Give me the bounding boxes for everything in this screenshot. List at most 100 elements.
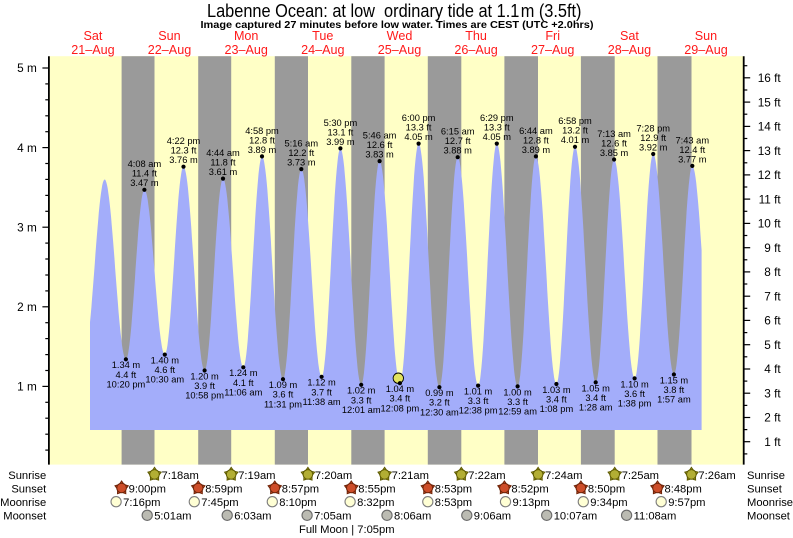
svg-text:12.8 ft: 12.8 ft [523, 135, 549, 145]
svg-text:6:00 pm: 6:00 pm [402, 113, 436, 123]
svg-text:7:05am: 7:05am [314, 511, 351, 523]
svg-text:3.4 ft: 3.4 ft [585, 393, 606, 403]
svg-text:Moonrise: Moonrise [0, 497, 46, 509]
svg-text:1:38 pm: 1:38 pm [618, 399, 652, 409]
svg-text:8:59pm: 8:59pm [205, 483, 242, 495]
svg-text:10:58 pm: 10:58 pm [185, 391, 224, 401]
svg-text:5 m: 5 m [17, 61, 37, 75]
svg-text:12:01 am: 12:01 am [342, 405, 381, 415]
svg-text:7:24am: 7:24am [545, 470, 582, 482]
svg-text:3.89 m: 3.89 m [522, 145, 551, 155]
svg-text:3.6 ft: 3.6 ft [273, 390, 294, 400]
svg-text:4 ft: 4 ft [764, 362, 781, 376]
svg-text:1:08 pm: 1:08 pm [540, 404, 574, 414]
svg-text:7 ft: 7 ft [764, 289, 781, 303]
svg-text:7:19am: 7:19am [238, 470, 275, 482]
svg-text:3.88 m: 3.88 m [443, 146, 472, 156]
svg-text:21–Aug: 21–Aug [71, 43, 114, 57]
svg-text:6:44 am: 6:44 am [519, 126, 553, 136]
svg-text:1:28 am: 1:28 am [579, 403, 613, 413]
svg-text:9:00pm: 9:00pm [129, 483, 166, 495]
svg-text:8:57pm: 8:57pm [282, 483, 319, 495]
svg-text:2 ft: 2 ft [764, 411, 781, 425]
svg-text:1.24 m: 1.24 m [229, 368, 258, 378]
svg-text:3.2 ft: 3.2 ft [429, 398, 450, 408]
svg-text:Mon: Mon [234, 29, 259, 43]
svg-text:10:30 am: 10:30 am [145, 375, 184, 385]
svg-text:6:29 pm: 6:29 pm [480, 113, 514, 123]
svg-text:11 ft: 11 ft [759, 192, 782, 206]
svg-text:3.3 ft: 3.3 ft [468, 396, 489, 406]
svg-text:5:16 am: 5:16 am [285, 139, 319, 149]
svg-text:1.12 m: 1.12 m [307, 378, 336, 388]
svg-text:12:38 pm: 12:38 pm [459, 406, 498, 416]
svg-text:1.03 m: 1.03 m [542, 385, 571, 395]
svg-text:5:46 am: 5:46 am [363, 131, 397, 141]
svg-text:Sunset: Sunset [747, 483, 783, 495]
svg-text:9:57pm: 9:57pm [668, 497, 705, 509]
svg-text:6:15 am: 6:15 am [441, 127, 475, 137]
svg-text:28–Aug: 28–Aug [608, 43, 651, 57]
svg-text:Sun: Sun [695, 29, 717, 43]
svg-text:1.05 m: 1.05 m [581, 383, 610, 393]
svg-text:1.40 m: 1.40 m [151, 356, 180, 366]
svg-text:5:01am: 5:01am [154, 511, 191, 523]
svg-text:7:21am: 7:21am [392, 470, 429, 482]
svg-text:12.7 ft: 12.7 ft [445, 136, 471, 146]
svg-text:12.9 ft: 12.9 ft [640, 133, 666, 143]
svg-text:3.83 m: 3.83 m [365, 150, 394, 160]
svg-text:Moonset: Moonset [3, 511, 47, 523]
svg-text:8:53pm: 8:53pm [435, 483, 472, 495]
svg-text:1.15 m: 1.15 m [660, 375, 689, 385]
svg-text:4.05 m: 4.05 m [404, 132, 433, 142]
svg-text:7:43 am: 7:43 am [676, 135, 710, 145]
svg-text:5:30 pm: 5:30 pm [324, 118, 358, 128]
svg-text:8:10pm: 8:10pm [279, 497, 316, 509]
svg-text:12 ft: 12 ft [758, 168, 782, 182]
svg-text:4:44 am: 4:44 am [206, 148, 240, 158]
svg-text:Image captured 27 minutes befo: Image captured 27 minutes before low wat… [201, 20, 594, 31]
svg-text:8:50pm: 8:50pm [588, 483, 625, 495]
svg-text:24–Aug: 24–Aug [301, 43, 344, 57]
svg-text:12.2 ft: 12.2 ft [288, 148, 314, 158]
svg-text:3.61 m: 3.61 m [209, 167, 238, 177]
svg-text:9:06am: 9:06am [474, 511, 511, 523]
svg-text:0.99 m: 0.99 m [425, 388, 454, 398]
svg-text:12.8 ft: 12.8 ft [249, 135, 275, 145]
svg-text:16 ft: 16 ft [758, 71, 782, 85]
svg-text:2 m: 2 m [17, 300, 37, 314]
svg-text:6:58 pm: 6:58 pm [558, 116, 592, 126]
svg-text:8:53pm: 8:53pm [435, 497, 472, 509]
svg-text:3.99 m: 3.99 m [326, 137, 355, 147]
svg-text:1.20 m: 1.20 m [190, 371, 219, 381]
svg-text:10:20 pm: 10:20 pm [107, 379, 146, 389]
svg-text:3.76 m: 3.76 m [169, 155, 198, 165]
svg-text:12:30 am: 12:30 am [420, 407, 459, 417]
svg-text:1.04 m: 1.04 m [386, 384, 415, 394]
svg-text:4:58 pm: 4:58 pm [245, 126, 279, 136]
svg-text:Fri: Fri [545, 29, 560, 43]
svg-text:3.47 m: 3.47 m [130, 178, 159, 188]
svg-text:1.09 m: 1.09 m [269, 380, 298, 390]
svg-text:Sunset: Sunset [11, 483, 47, 495]
svg-text:8:48pm: 8:48pm [665, 483, 702, 495]
svg-text:Full Moon | 7:05pm: Full Moon | 7:05pm [299, 524, 395, 536]
svg-text:3.8 ft: 3.8 ft [664, 385, 685, 395]
svg-text:Tue: Tue [312, 29, 333, 43]
svg-text:12.6 ft: 12.6 ft [367, 140, 393, 150]
svg-text:4:08 am: 4:08 am [128, 159, 162, 169]
svg-text:1.00 m: 1.00 m [503, 387, 532, 397]
svg-text:13 ft: 13 ft [758, 144, 782, 158]
svg-text:29–Aug: 29–Aug [684, 43, 727, 57]
svg-text:4:22 pm: 4:22 pm [167, 136, 201, 146]
svg-text:4.01 m: 4.01 m [561, 135, 590, 145]
svg-text:3.3 ft: 3.3 ft [507, 397, 528, 407]
svg-text:Wed: Wed [387, 29, 413, 43]
svg-text:Labenne Ocean: at low ordinar: Labenne Ocean: at low ordinary tide at 1… [207, 0, 582, 21]
svg-text:3.9 ft: 3.9 ft [194, 381, 215, 391]
svg-text:11.4 ft: 11.4 ft [132, 169, 158, 179]
svg-text:7:13 am: 7:13 am [597, 129, 631, 139]
svg-text:9 ft: 9 ft [764, 241, 781, 255]
svg-text:6:03am: 6:03am [234, 511, 271, 523]
svg-text:Sunrise: Sunrise [8, 470, 46, 482]
